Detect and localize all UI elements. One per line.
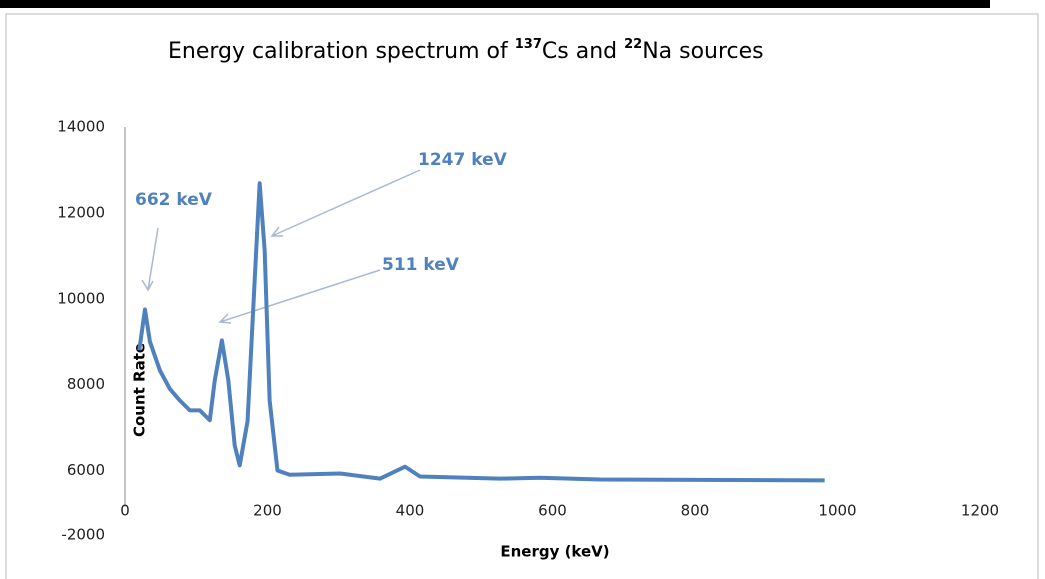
y-tick-label: 10000 <box>57 289 105 307</box>
x-tick-label: 200 <box>253 502 282 520</box>
top-bar <box>0 0 990 8</box>
arrows <box>141 169 421 324</box>
chart-frame <box>5 13 1039 579</box>
y-tick-label: 8000 <box>67 375 105 393</box>
y-tick-label: 14000 <box>57 118 105 136</box>
x-tick-label: 600 <box>538 502 567 520</box>
x-axis-label: Energy (keV) <box>500 543 609 561</box>
x-tick-label: 800 <box>681 502 710 520</box>
annotation: 662 keV <box>135 190 213 210</box>
chart-title: Energy calibration spectrum of 137Cs and… <box>168 37 764 65</box>
x-tick-label: 1200 <box>961 502 999 520</box>
y-tick-label: -2000 <box>61 526 105 544</box>
x-tick-label: 1000 <box>818 502 856 520</box>
x-tick-label: 0 <box>120 502 130 520</box>
y-tick-label: 6000 <box>67 461 105 479</box>
x-tick-label: 400 <box>396 502 425 520</box>
y-axis-label: Count Rate <box>131 343 149 437</box>
line-series <box>137 181 825 483</box>
annotation: 511 keV <box>382 255 460 275</box>
annotation: 1247 keV <box>418 150 508 170</box>
y-tick-label: 12000 <box>57 203 105 221</box>
